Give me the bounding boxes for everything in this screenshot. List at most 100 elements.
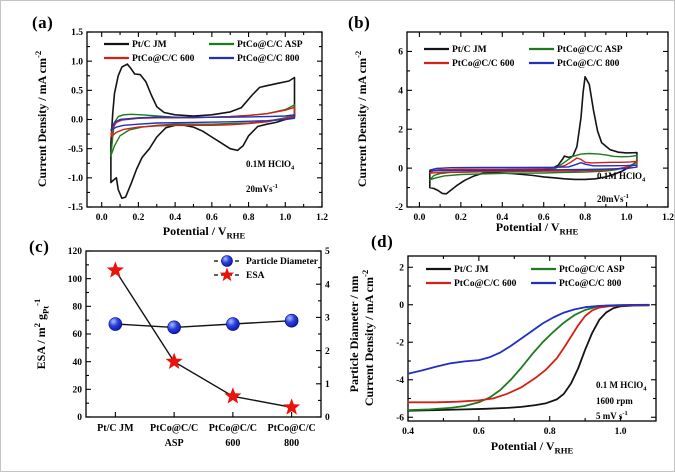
y-tick-label: 1.0 (71, 57, 83, 67)
legend-label: Particle Diameter (246, 257, 319, 267)
x-tick-label: 0.8 (544, 427, 556, 437)
sphere-marker (284, 313, 299, 328)
x-tick-label: 0.4 (402, 427, 414, 437)
y-tick-label: 2 (398, 125, 403, 135)
x-tick-label: 0.2 (455, 213, 467, 223)
x-category-label: 600 (225, 438, 240, 449)
x-tick-label: 1.0 (615, 427, 627, 437)
y-tick-label: -1.5 (68, 203, 83, 213)
x-category-label: PtCo@C/C (209, 423, 257, 434)
x-category-label: PtCo@C/C (150, 423, 198, 434)
y-tick-label: -2 (395, 203, 403, 213)
x-tick-label: 0.4 (169, 213, 181, 223)
panel-b: 0.0 0.2 0.4 0.6 0.8 1.0 1.2 -2 0 2 4 6 Potential / V… (353, 31, 674, 237)
legend-sphere-marker (221, 255, 233, 267)
series-ptco-c-c-800 (407, 303, 650, 375)
panel-c-label: (c) (29, 237, 50, 256)
panel-c-axes-box (85, 250, 322, 418)
sphere-marker (226, 317, 240, 331)
y-tick-label: 6 (398, 48, 403, 58)
y-tick-label: -2 (396, 338, 404, 348)
sphere-marker (167, 320, 181, 335)
legend-label: Pt/C JM (452, 45, 487, 55)
series-ptco-c-c-800 (110, 114, 296, 131)
panel-b-label: (b) (348, 13, 371, 32)
series-pt-c-jm (110, 63, 296, 200)
annotation: 0.1 M HClO4 (596, 380, 647, 393)
x-tick-label: 0.6 (473, 427, 485, 437)
x-tick-label: 0.8 (579, 213, 591, 223)
series-ptco-c-c-800 (429, 162, 638, 172)
y-tick-label: -4 (396, 376, 404, 386)
y2-tick-label: 4 (325, 280, 330, 290)
panel-a-label: (a) (32, 13, 54, 32)
panel-c: Pt/C JM PtCo@C/CASPPtCo@C/C600PtCo@C/C800… (32, 247, 361, 449)
annotation: 5 mV s-1 (596, 410, 628, 421)
y-tick-label: 60 (73, 330, 83, 340)
series-line-esa (114, 270, 292, 408)
star-marker (224, 387, 242, 404)
y-axis-title: Current Density / mA cm-2 (360, 270, 376, 406)
star-marker (283, 398, 301, 415)
y-tick-label: -1.0 (68, 174, 83, 184)
x-tick-label: 0.6 (538, 213, 550, 223)
legend-label: ESA (246, 271, 265, 281)
annotation: 20mVs-1 (246, 183, 278, 194)
y2-tick-label: 3 (325, 314, 330, 324)
legend-label: PtCo@C/C 600 (132, 54, 195, 64)
x-axis-title: Potential / VRHE (491, 439, 574, 456)
y2-tick-label: 2 (325, 347, 330, 357)
x-axis-title: Potential / VRHE (496, 220, 579, 237)
y-tick-label: 0 (398, 164, 403, 174)
y-tick-label: -6 (396, 413, 404, 423)
series-ptco-c-c-asp (110, 104, 296, 157)
panel-b-axes-box (406, 31, 669, 208)
y-tick-label: 120 (68, 247, 83, 257)
y-tick-label: -0.5 (68, 145, 83, 155)
y-tick-label: 80 (73, 303, 83, 313)
star-marker (165, 352, 183, 369)
series-ptco-c-c-600 (429, 157, 638, 174)
series-line-particle-diameter (115, 320, 292, 329)
legend-label: PtCo@C/C ASP (237, 40, 303, 50)
x-category-label: 800 (284, 438, 299, 449)
series-ptco-c-c-asp (407, 304, 650, 411)
sphere-marker (108, 317, 123, 331)
legend-label: PtCo@C/C 600 (454, 279, 517, 289)
x-tick-label: 0.2 (132, 213, 144, 223)
y-tick-label: 4 (398, 87, 403, 97)
legend-label: Pt/C JM (132, 40, 167, 50)
annotation: 1600 rpm (596, 396, 633, 406)
panel-d: 0.4 0.6 0.8 1.0 -6 -4 -2 0 2 Potential / VRHE Curr… (360, 255, 657, 456)
x-tick-label: 1.2 (316, 213, 328, 223)
legend-label: PtCo@C/C 800 (557, 59, 620, 69)
panel-d-label: (d) (371, 232, 394, 251)
legend-label: Pt/C JM (454, 265, 489, 275)
y2-tick-label: 1 (325, 380, 330, 390)
panel-a: 0.0 0.2 0.4 0.6 0.8 1.0 1.2 -1.5 -1.0 -0.5 0.0 0.5 1… (33, 28, 328, 240)
y2-tick-label: 0 (325, 413, 330, 423)
x-tick-label: 0.0 (96, 213, 108, 223)
series-pt-c-jm (407, 304, 650, 412)
x-axis-title: Potential / VRHE (163, 224, 246, 241)
x-category-label: PtCo@C/C (268, 423, 316, 434)
x-category-label: Pt/C JM (97, 423, 134, 434)
legend-label: PtCo@C/C 800 (559, 279, 622, 289)
y-tick-label: 100 (68, 275, 83, 285)
annotation: 0.1M HClO4 (246, 159, 295, 172)
y-tick-label: 20 (73, 386, 83, 396)
x-category-label: ASP (165, 438, 184, 449)
y-axis-title: ESA / m2 gPt-1 (32, 299, 51, 370)
y-axis-title: Current Density / mA cm-2 (33, 51, 49, 187)
legend-label: PtCo@C/C ASP (559, 265, 625, 275)
x-tick-label: 1.2 (662, 213, 674, 223)
y-tick-label: 0 (77, 413, 82, 423)
annotation: 0.1M HClO4 (597, 171, 646, 184)
y-axis-title: Current Density / mA cm-2 (353, 51, 369, 187)
x-tick-label: 0.4 (496, 213, 508, 223)
y-tick-label: 0 (399, 301, 404, 311)
y-tick-label: 2 (399, 263, 404, 273)
y-tick-label: 0.5 (71, 87, 83, 97)
